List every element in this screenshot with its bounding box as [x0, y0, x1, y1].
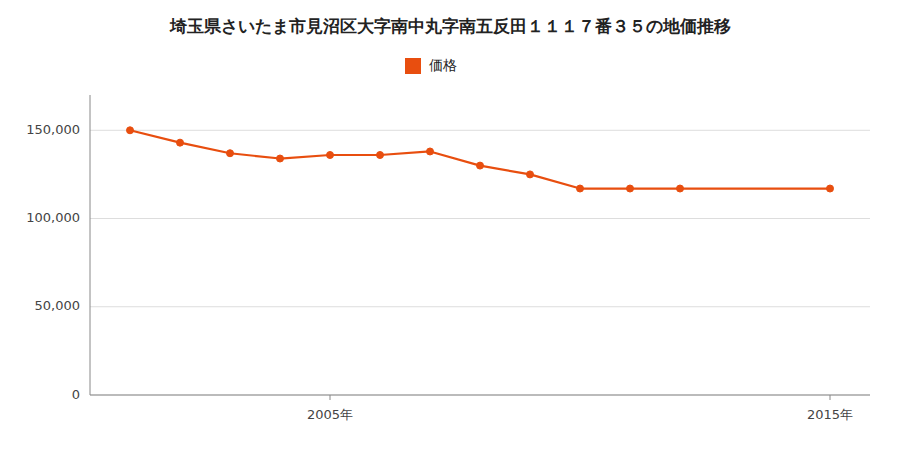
legend-label: 価格 [429, 57, 457, 73]
y-axis: 0 50,000 100,000 150,000 [26, 95, 870, 402]
series-marker [277, 155, 284, 162]
y-tick-label: 100,000 [26, 210, 80, 225]
legend-swatch [405, 58, 421, 74]
x-axis-line [90, 395, 870, 396]
grid-line [90, 130, 870, 131]
grid-line [90, 218, 870, 219]
series-marker [527, 171, 534, 178]
series-marker [427, 148, 434, 155]
series-marker [177, 139, 184, 146]
series-marker [227, 150, 234, 157]
x-axis: 2005年 2015年 [90, 395, 870, 422]
series-marker [677, 185, 684, 192]
grid-line [90, 395, 870, 396]
series-marker [477, 162, 484, 169]
y-axis-line [90, 95, 91, 395]
x-tick-label: 2015年 [807, 407, 853, 422]
series-marker [127, 127, 134, 134]
y-tick-label: 150,000 [26, 122, 80, 137]
series-marker [627, 185, 634, 192]
series-marker [377, 152, 384, 159]
chart-container: 埼玉県さいたま市見沼区大字南中丸字南五反田１１１７番３５の地価推移 0 50,000… [0, 0, 900, 450]
x-tick [330, 395, 331, 400]
chart-svg: 埼玉県さいたま市見沼区大字南中丸字南五反田１１１７番３５の地価推移 0 50,000… [0, 0, 900, 450]
series-line [130, 130, 830, 188]
series-marker [577, 185, 584, 192]
y-tick-label: 50,000 [35, 298, 81, 313]
x-tick-label: 2005年 [307, 407, 353, 422]
series-marker [827, 185, 834, 192]
legend: 価格 [405, 57, 457, 74]
chart-title: 埼玉県さいたま市見沼区大字南中丸字南五反田１１１７番３５の地価推移 [169, 16, 731, 36]
y-tick-label: 0 [72, 387, 80, 402]
grid-line [90, 306, 870, 307]
x-tick [830, 395, 831, 400]
series-marker [327, 152, 334, 159]
plot-data [127, 127, 834, 192]
